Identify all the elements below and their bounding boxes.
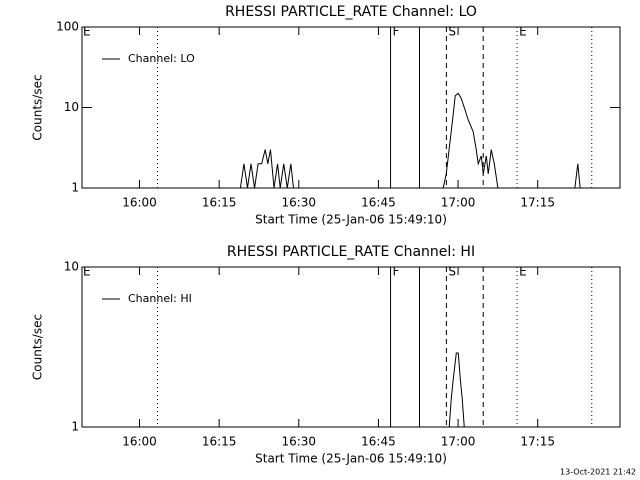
x-tick-label: 17:00 bbox=[441, 196, 476, 210]
data-line bbox=[448, 352, 465, 428]
x-tick-label: 16:00 bbox=[122, 196, 157, 210]
x-axis-label: Start Time (25-Jan-06 15:49:10) bbox=[255, 452, 447, 466]
y-tick-label: 10 bbox=[64, 100, 79, 114]
y-tick-label: 10 bbox=[64, 260, 79, 274]
data-line bbox=[82, 92, 620, 189]
y-axis-label: Counts/sec bbox=[31, 74, 45, 140]
chart-title: RHESSI PARTICLE_RATE Channel: HI bbox=[227, 244, 475, 260]
annotation: E bbox=[83, 25, 91, 39]
marker-label: S bbox=[448, 265, 456, 279]
y-tick-label: 100 bbox=[56, 20, 79, 34]
y-tick-label: 1 bbox=[71, 181, 79, 195]
x-tick-label: 16:45 bbox=[361, 196, 396, 210]
chart-title: RHESSI PARTICLE_RATE Channel: LO bbox=[225, 4, 477, 20]
marker-label: F bbox=[393, 25, 400, 39]
marker-label: F bbox=[393, 265, 400, 279]
x-axis-label: Start Time (25-Jan-06 15:49:10) bbox=[255, 213, 447, 227]
x-tick-label: 16:30 bbox=[281, 435, 316, 449]
marker-label: E bbox=[519, 25, 527, 39]
plot-frame bbox=[81, 266, 621, 428]
x-tick-label: 16:30 bbox=[281, 196, 316, 210]
x-tick-label: 17:15 bbox=[520, 435, 555, 449]
marker-label: S bbox=[448, 25, 456, 39]
x-tick-label: 16:00 bbox=[122, 435, 157, 449]
x-tick-label: 16:45 bbox=[361, 435, 396, 449]
legend-label: Channel: HI bbox=[128, 292, 192, 305]
marker-label: E bbox=[519, 265, 527, 279]
x-tick-label: 17:15 bbox=[520, 196, 555, 210]
y-axis-label: Counts/sec bbox=[31, 314, 45, 380]
annotation: E bbox=[83, 265, 91, 279]
y-tick-label: 1 bbox=[71, 420, 79, 434]
footer: 13-Oct-2021 21:42 bbox=[560, 468, 636, 477]
x-tick-label: 17:00 bbox=[441, 435, 476, 449]
legend-label: Channel: LO bbox=[128, 52, 195, 65]
x-tick-label: 16:15 bbox=[202, 196, 237, 210]
x-tick-label: 16:15 bbox=[202, 435, 237, 449]
